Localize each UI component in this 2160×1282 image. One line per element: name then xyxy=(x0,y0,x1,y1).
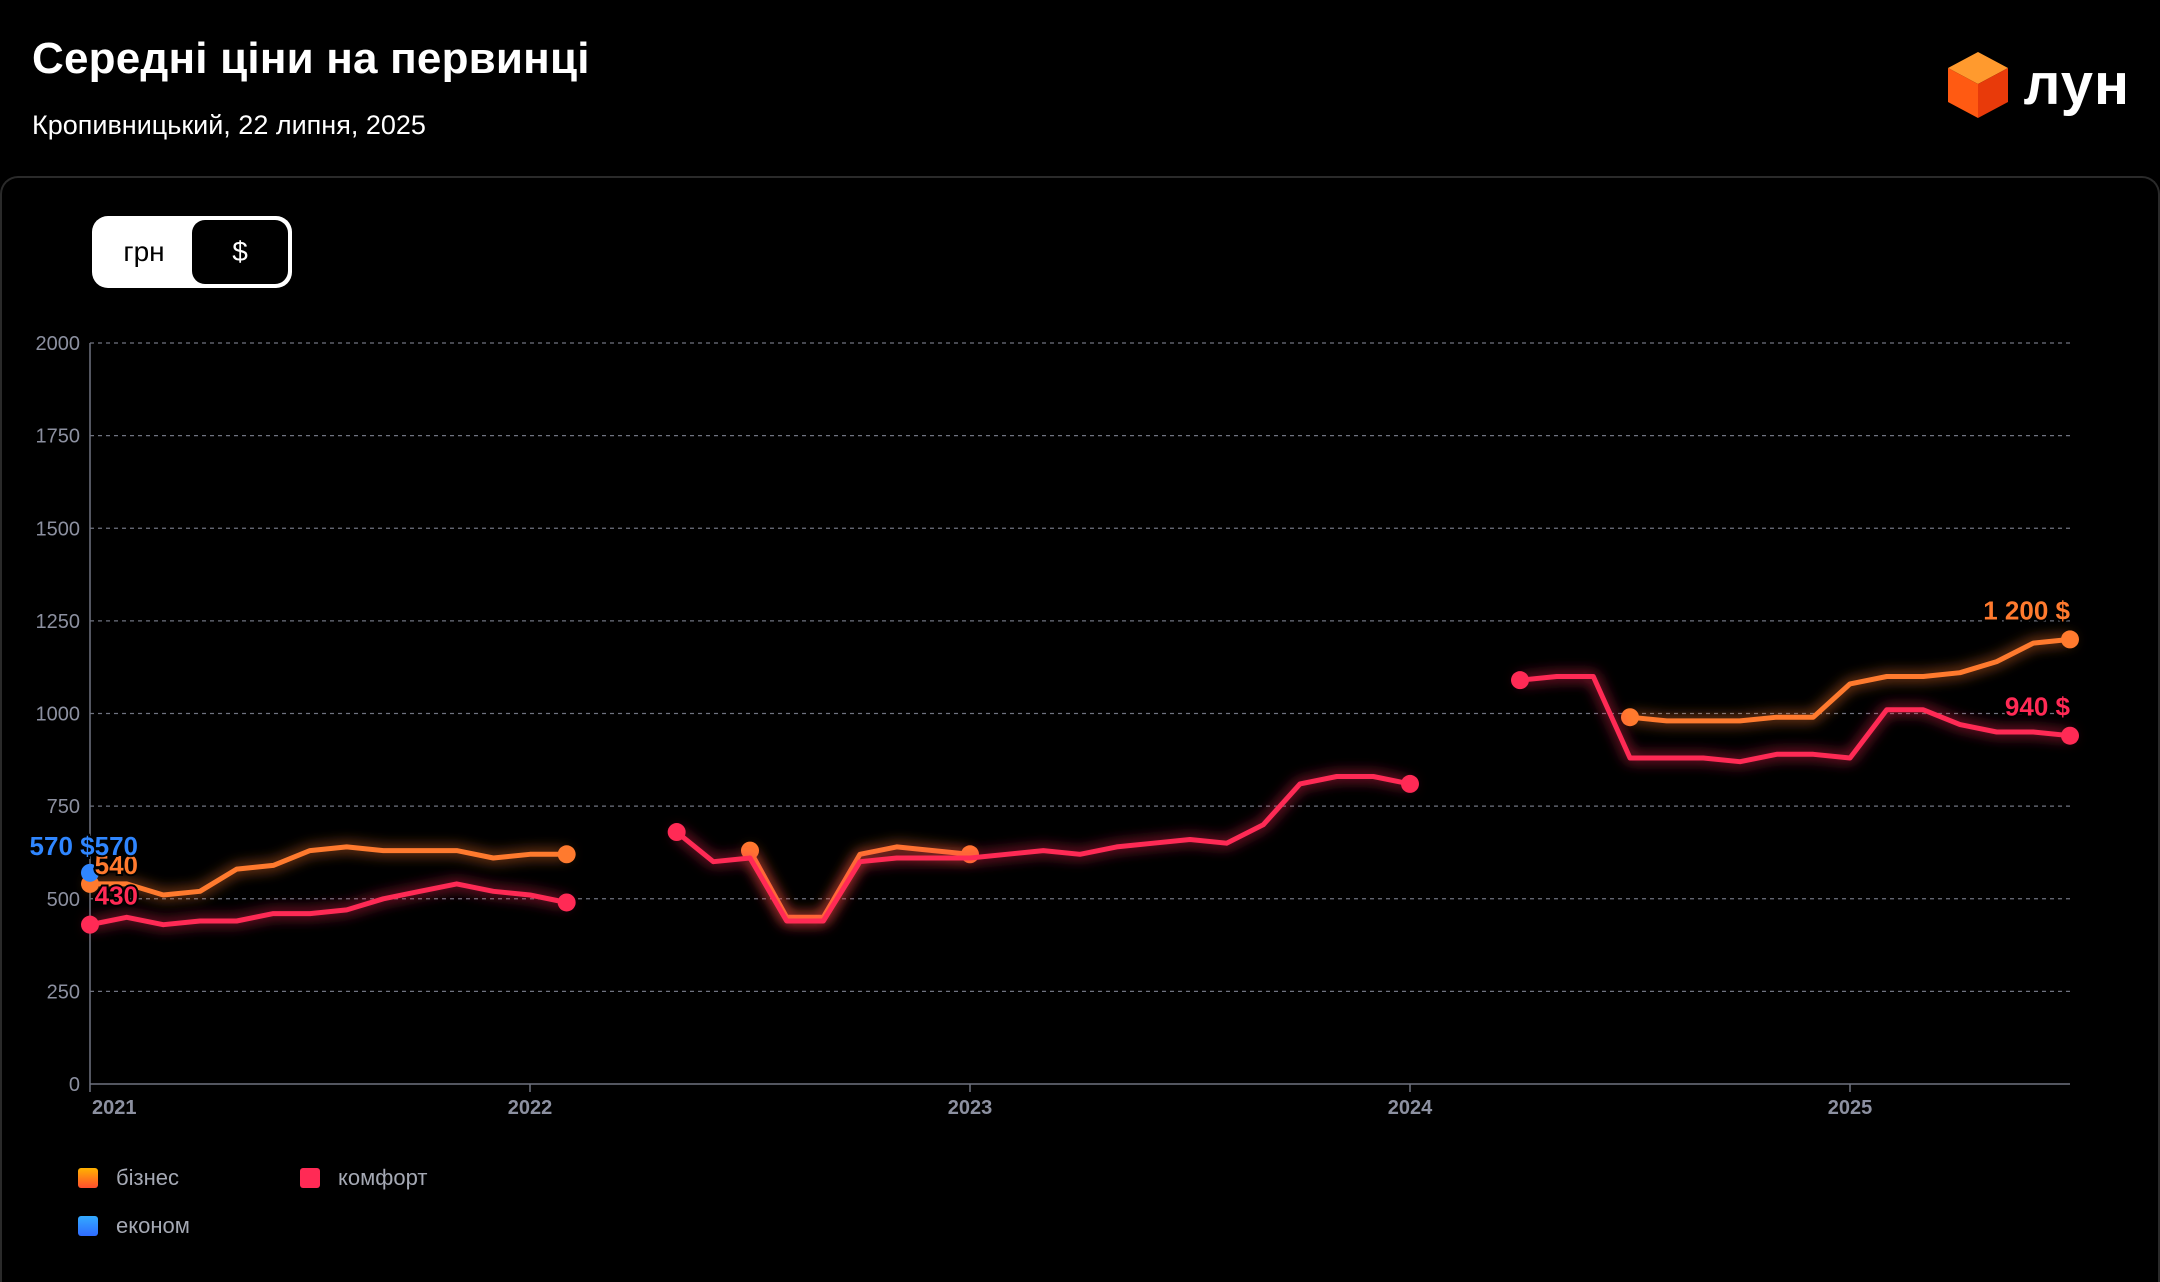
legend-item-business[interactable]: бізнес xyxy=(78,1165,179,1191)
currency-usd-option[interactable]: $ xyxy=(192,220,288,284)
legend-swatch-business xyxy=(78,1168,98,1188)
currency-toggle[interactable]: грн $ xyxy=(92,216,292,288)
series-point xyxy=(1401,774,1419,793)
x-tick-label: 2024 xyxy=(1388,1097,1433,1119)
y-tick-label: 500 xyxy=(47,889,80,911)
grid-layer xyxy=(90,342,2070,992)
series-point xyxy=(557,893,576,912)
series-line-0 xyxy=(1627,636,2073,724)
y-tick-label: 1250 xyxy=(36,611,81,633)
legend-label-business: бізнес xyxy=(116,1165,179,1190)
series-point xyxy=(741,841,759,860)
legend-swatch-comfort xyxy=(300,1168,320,1188)
chart-panel xyxy=(0,176,2160,1282)
header: Середні ціни на первинці Кропивницький, … xyxy=(0,0,2160,172)
x-tick-label: 2022 xyxy=(508,1097,553,1119)
series-point xyxy=(557,845,576,864)
legend-label-comfort: комфорт xyxy=(338,1165,428,1190)
end-value-label: 1 200 $ xyxy=(1983,595,2070,625)
series-point xyxy=(81,863,99,882)
series-point xyxy=(1511,671,1529,690)
page-title: Середні ціни на первинці xyxy=(32,34,590,83)
end-value-label: 940 $ xyxy=(2005,692,2071,722)
axis-layer: 0 250 500 750 1000 1250 1500 1750 2000 2021 2022 20… xyxy=(36,333,2070,1119)
start-value-label: 430 xyxy=(95,881,138,911)
label-layer: 1 200 $ 540 940 $ 430 570 $570 xyxy=(28,593,2073,912)
y-tick-label: 0 xyxy=(69,1074,80,1096)
series-point xyxy=(667,823,686,842)
start-value-label: 540 xyxy=(95,850,138,880)
start-value-label: 570 $570 xyxy=(30,831,138,861)
series-point xyxy=(961,845,979,864)
y-tick-label: 250 xyxy=(47,981,80,1003)
x-tick-label: 2021 xyxy=(92,1097,137,1119)
series-point xyxy=(2061,726,2079,745)
y-tick-label: 1750 xyxy=(36,426,81,448)
logo-text: лун xyxy=(2023,52,2130,117)
y-tick-label: 750 xyxy=(47,796,80,818)
legend-item-econom[interactable]: економ xyxy=(78,1213,190,1239)
series-point xyxy=(1621,708,1639,727)
series-line-1 xyxy=(1517,674,2073,765)
series-point xyxy=(2061,630,2079,649)
y-tick-label: 1000 xyxy=(36,704,81,726)
legend-item-comfort[interactable]: комфорт xyxy=(300,1165,427,1191)
legend-label-econom: економ xyxy=(116,1213,190,1238)
series-line-1 xyxy=(674,774,1413,924)
orange-cube-icon xyxy=(1947,52,2008,118)
series-line-0 xyxy=(87,844,570,898)
x-tick-label: 2023 xyxy=(948,1097,993,1119)
x-tick-label: 2025 xyxy=(1828,1097,1873,1119)
series-point xyxy=(81,915,99,934)
currency-uah-option[interactable]: грн xyxy=(96,220,192,284)
legend-swatch-econom xyxy=(78,1216,98,1236)
y-tick-label: 2000 xyxy=(36,333,81,355)
y-tick-label: 1500 xyxy=(36,518,81,540)
page-subtitle: Кропивницький, 22 липня, 2025 xyxy=(32,110,426,140)
series-line-1 xyxy=(87,881,570,928)
logo[interactable]: лун xyxy=(1946,50,2130,120)
series-layer xyxy=(81,630,2079,934)
